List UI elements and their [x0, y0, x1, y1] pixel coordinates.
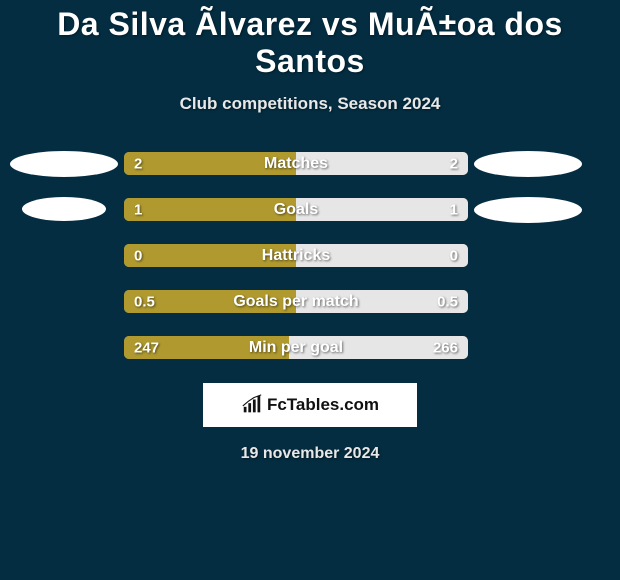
left-oval-cell — [4, 197, 124, 223]
stat-left-value: 247 — [134, 339, 159, 356]
stat-right-value: 0.5 — [437, 293, 458, 310]
page-subtitle: Club competitions, Season 2024 — [0, 94, 620, 114]
footer-logo-text: FcTables.com — [267, 395, 379, 415]
stat-row: 0 Hattricks 0 — [4, 244, 616, 267]
stat-row: 0.5 Goals per match 0.5 — [4, 290, 616, 313]
stat-right-value: 1 — [450, 201, 458, 218]
footer-date: 19 november 2024 — [0, 445, 620, 463]
stat-right-value: 0 — [450, 247, 458, 264]
stat-row: 1 Goals 1 — [4, 198, 616, 221]
bar-left-fill — [124, 198, 296, 221]
stat-label: Goals — [274, 201, 318, 219]
stat-bar: 0 Hattricks 0 — [124, 244, 468, 267]
stat-label: Matches — [264, 155, 328, 173]
stat-bar: 1 Goals 1 — [124, 198, 468, 221]
stat-right-value: 266 — [433, 339, 458, 356]
stat-left-value: 0 — [134, 247, 142, 264]
left-oval-cell — [4, 243, 124, 269]
footer-logo[interactable]: FcTables.com — [203, 383, 417, 427]
right-oval-cell — [468, 151, 588, 177]
stat-bar: 0.5 Goals per match 0.5 — [124, 290, 468, 313]
stat-right-value: 2 — [450, 155, 458, 172]
stat-rows: 2 Matches 2 1 Goals 1 — [0, 152, 620, 359]
stat-bar: 2 Matches 2 — [124, 152, 468, 175]
stat-left-value: 0.5 — [134, 293, 155, 310]
stat-bar: 247 Min per goal 266 — [124, 336, 468, 359]
stat-label: Min per goal — [249, 339, 343, 357]
left-oval-cell — [4, 289, 124, 315]
right-oval-cell — [468, 289, 588, 315]
bar-chart-icon — [241, 394, 263, 416]
oval-shape — [22, 197, 106, 221]
oval-shape — [474, 151, 582, 177]
left-oval-cell — [4, 151, 124, 177]
bar-right-fill — [296, 198, 468, 221]
right-oval-cell — [468, 335, 588, 361]
oval-shape — [474, 197, 582, 223]
oval-shape — [10, 151, 118, 177]
stat-label: Hattricks — [262, 247, 330, 265]
comparison-widget: Da Silva Ãlvarez vs MuÃ±oa dos Santos Cl… — [0, 0, 620, 463]
right-oval-cell — [468, 243, 588, 269]
stat-label: Goals per match — [233, 293, 358, 311]
stat-row: 2 Matches 2 — [4, 152, 616, 175]
left-oval-cell — [4, 335, 124, 361]
page-title: Da Silva Ãlvarez vs MuÃ±oa dos Santos — [0, 6, 620, 80]
stat-row: 247 Min per goal 266 — [4, 336, 616, 359]
stat-left-value: 1 — [134, 201, 142, 218]
right-oval-cell — [468, 197, 588, 223]
stat-left-value: 2 — [134, 155, 142, 172]
